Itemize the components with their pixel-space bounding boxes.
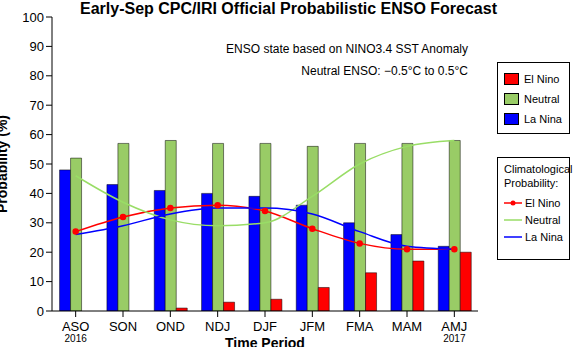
- svg-text:90: 90: [30, 39, 44, 54]
- svg-text:FMA: FMA: [346, 319, 374, 334]
- html-text:La Nina: La Nina: [525, 230, 563, 243]
- html-text:Neutral: Neutral: [524, 93, 560, 105]
- html-text:Neutral: Neutral: [525, 213, 561, 226]
- html-text:La Nina: La Nina: [524, 113, 562, 125]
- svg-text:40: 40: [30, 186, 44, 201]
- svg-text:50: 50: [30, 157, 44, 172]
- html-text:El Nino: El Nino: [524, 73, 560, 85]
- svg-text:SON: SON: [109, 319, 137, 334]
- svg-text:ASO: ASO: [62, 319, 89, 334]
- svg-text:100: 100: [22, 10, 44, 25]
- html-text:El Nino: El Nino: [525, 196, 561, 209]
- svg-text:80: 80: [30, 68, 44, 83]
- svg-text:Probability (%): Probability (%): [8, 115, 10, 213]
- svg-text:JFM: JFM: [300, 319, 325, 334]
- svg-text:0: 0: [37, 304, 44, 319]
- svg-text:2016: 2016: [65, 333, 88, 344]
- svg-text:DJF: DJF: [253, 319, 277, 334]
- html-text:Neutral ENSO: −0.5°C to 0.5°C: Neutral ENSO: −0.5°C to 0.5°C: [301, 64, 468, 78]
- svg-text:2017: 2017: [443, 333, 466, 344]
- svg-text:NDJ: NDJ: [205, 319, 230, 334]
- svg-text:MAM: MAM: [392, 319, 422, 334]
- html-text:ENSO state based on NINO3.4 SS: ENSO state based on NINO3.4 SST Anomaly: [226, 42, 468, 56]
- svg-text:70: 70: [30, 98, 44, 113]
- svg-text:OND: OND: [156, 319, 185, 334]
- svg-text:AMJ: AMJ: [441, 319, 467, 334]
- html-text:Climatological Probability:: Climatological Probability:: [504, 163, 573, 189]
- svg-text:20: 20: [30, 245, 44, 260]
- svg-text:10: 10: [30, 274, 44, 289]
- svg-text:Time Period: Time Period: [225, 335, 305, 347]
- svg-text:60: 60: [30, 127, 44, 142]
- svg-text:30: 30: [30, 215, 44, 230]
- html-text:Early-Sep CPC/IRI Official Pro: Early-Sep CPC/IRI Official Probabilistic…: [80, 0, 497, 17]
